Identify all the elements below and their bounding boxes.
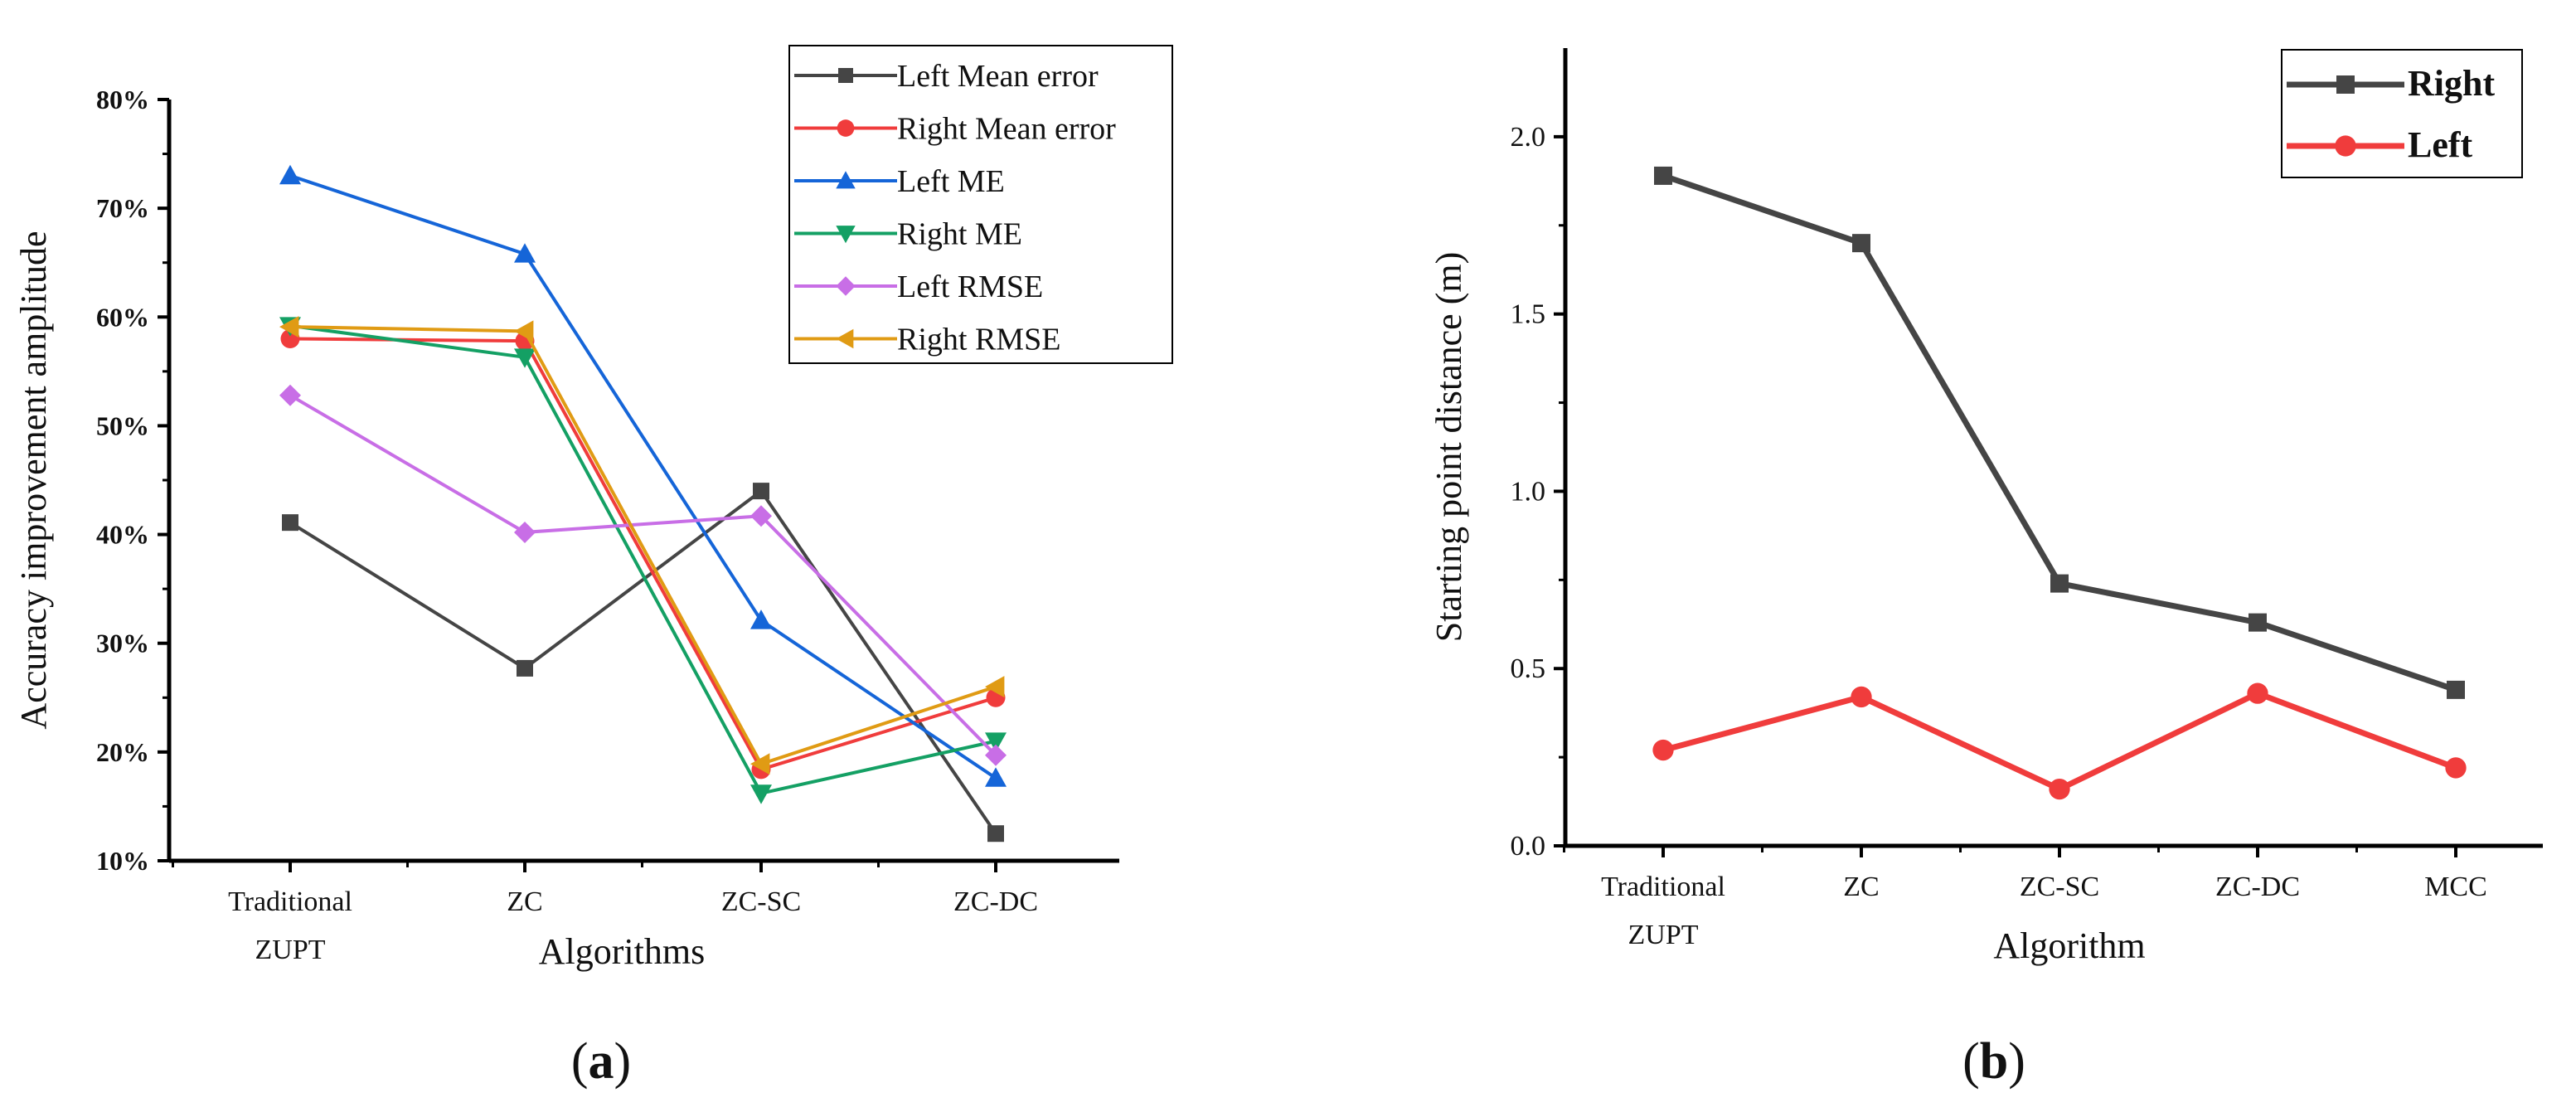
x-tick-label: Traditional — [228, 886, 352, 917]
data-point — [1851, 686, 1872, 708]
data-point — [517, 659, 533, 677]
series-left-me — [279, 164, 1007, 787]
legend-marker — [838, 68, 853, 83]
legend-marker — [836, 328, 854, 349]
legend-label: Left ME — [897, 164, 1005, 199]
x-tick-label: ZC-DC — [953, 886, 1038, 917]
legend-label: Left RMSE — [897, 270, 1043, 304]
y-tick-label: 2.0 — [1511, 122, 1546, 153]
chart-panel-a: 10% 20% 30% 40% 50% 60% 70% 80% Traditional ZUPT Z… — [13, 45, 1173, 1090]
data-point — [279, 164, 301, 185]
x-tick-label: ZUPT — [1628, 920, 1699, 950]
legend-marker — [837, 119, 855, 137]
series-left-mean-error — [282, 483, 1004, 843]
series-right — [1654, 166, 2465, 699]
data-point — [1654, 166, 1672, 185]
y-tick-label: 1.5 — [1511, 299, 1546, 330]
data-point — [279, 384, 301, 406]
series-line — [1662, 172, 2457, 693]
data-point — [2247, 682, 2268, 704]
data-point — [514, 320, 534, 342]
legend-label: Right RMSE — [897, 323, 1060, 357]
legend-label: Left — [2408, 124, 2473, 165]
series-line — [289, 489, 997, 835]
x-tick-label: MCC — [2424, 872, 2487, 902]
data-point — [985, 744, 1007, 766]
series-line — [289, 173, 997, 779]
y-axis-title: Accuracy improvement amplitude — [13, 231, 54, 729]
data-point — [750, 784, 772, 804]
y-tick-label: 40% — [96, 520, 149, 550]
legend-marker — [2336, 75, 2355, 94]
legend-label: Right Mean error — [897, 112, 1116, 147]
data-point — [750, 609, 772, 629]
series-line — [289, 325, 997, 766]
panel-label: (b) — [1962, 1033, 2025, 1090]
legend-box — [788, 45, 1173, 364]
legend-marker — [836, 276, 856, 296]
x-tick-label: ZC — [1843, 872, 1879, 902]
legend-marker — [2335, 135, 2356, 157]
data-point — [2050, 574, 2069, 593]
data-point — [985, 767, 1007, 787]
data-point — [987, 825, 1004, 843]
x-tick-label: Traditional — [1601, 872, 1725, 902]
chart-panel-b: 0.0 0.5 1.0 1.5 2.0 Traditional ZUPT ZC ZC-SC ZC-… — [1429, 48, 2543, 1090]
series-line — [289, 393, 997, 757]
data-point — [750, 505, 772, 527]
data-point — [2049, 778, 2070, 800]
panel-label: (a) — [571, 1033, 631, 1090]
data-point — [1652, 739, 1674, 761]
y-tick-label: 1.0 — [1511, 476, 1546, 507]
x-tick-label: ZC-DC — [2215, 872, 2300, 902]
data-point — [514, 521, 536, 543]
data-point — [985, 676, 1005, 698]
data-point — [282, 514, 298, 532]
y-tick-label: 80% — [96, 85, 149, 114]
x-tick-label: ZC-SC — [721, 886, 801, 917]
legend-label: Right ME — [897, 217, 1022, 252]
x-axis-title: Algorithms — [539, 931, 705, 972]
y-tick-label: 20% — [96, 737, 149, 767]
data-point — [2445, 757, 2467, 779]
y-axis-title: Starting point distance (m) — [1429, 252, 1469, 642]
series-left-rmse — [279, 384, 1007, 766]
y-tick-label: 50% — [96, 410, 149, 440]
legend: Right Left — [2281, 49, 2523, 178]
legend-label: Left Mean error — [897, 59, 1099, 94]
legend-marker — [836, 171, 856, 189]
data-point — [985, 732, 1007, 752]
y-tick-label: 70% — [96, 193, 149, 223]
series-line — [289, 337, 997, 771]
y-tick-label: 30% — [96, 629, 149, 658]
x-tick-label: ZC-SC — [2020, 872, 2099, 902]
legend-box — [2281, 49, 2523, 178]
data-point — [750, 753, 770, 775]
legend: Left Mean error Right Mean error Left ME Ri… — [788, 45, 1173, 364]
data-point — [2447, 680, 2465, 699]
series-left — [1652, 682, 2467, 800]
data-point — [1852, 234, 1870, 253]
series-line — [1662, 690, 2457, 793]
data-point — [2249, 613, 2267, 632]
y-tick-label: 60% — [96, 302, 149, 332]
data-point — [753, 483, 769, 500]
x-axis-title: Algorithm — [1993, 925, 2145, 966]
data-point — [514, 348, 536, 368]
x-tick-label: ZC — [507, 886, 542, 917]
legend-marker — [836, 226, 856, 244]
data-point — [279, 316, 299, 338]
y-tick-label: 0.5 — [1511, 653, 1546, 684]
series-right-rmse — [279, 316, 1005, 775]
legend-label: Right — [2408, 63, 2495, 104]
series-right-me — [279, 317, 1007, 804]
y-tick-label: 0.0 — [1511, 831, 1546, 862]
series-line — [289, 323, 997, 795]
data-point — [514, 243, 536, 263]
y-tick-label: 10% — [96, 846, 149, 876]
x-tick-label: ZUPT — [255, 935, 326, 965]
